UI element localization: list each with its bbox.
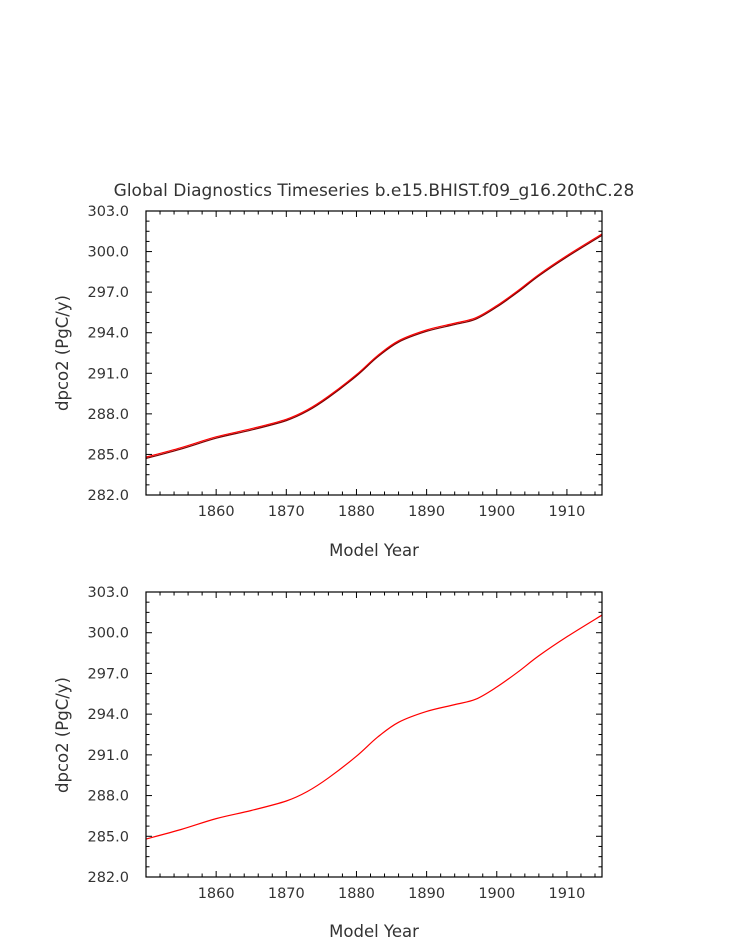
- y-tick-label: 285.0: [87, 447, 129, 463]
- tick-labels: 1860 1870 1880 1890 1900 1910 282.0 285.0 288.0 2…: [87, 204, 585, 520]
- y-tick-label: 297.0: [87, 285, 129, 301]
- x-tick-label: 1900: [478, 886, 515, 902]
- series-line: [145, 614, 603, 840]
- axis-ticks: [146, 211, 602, 495]
- x-tick-label: 1860: [198, 504, 235, 520]
- x-tick-label: 1910: [548, 504, 585, 520]
- series-line: [145, 234, 603, 460]
- axis-ticks: [146, 592, 602, 877]
- chart-title: Global Diagnostics Timeseries b.e15.BHIS…: [114, 181, 635, 201]
- y-tick-label: 291.0: [87, 748, 129, 764]
- x-tick-label: 1860: [198, 886, 235, 902]
- bottom-panel: 1860 1870 1880 1890 1900 1910 282.0 285.0 288.0 2…: [53, 585, 603, 941]
- y-tick-label: 300.0: [87, 245, 129, 261]
- x-tick-label: 1900: [478, 504, 515, 520]
- y-tick-label: 291.0: [87, 366, 129, 382]
- y-tick-label: 288.0: [87, 789, 129, 805]
- x-tick-label: 1910: [548, 886, 585, 902]
- x-tick-label: 1890: [408, 886, 445, 902]
- y-tick-label: 300.0: [87, 626, 129, 642]
- y-tick-label: 288.0: [87, 407, 129, 423]
- y-tick-label: 285.0: [87, 829, 129, 845]
- series-line: [145, 233, 603, 458]
- y-tick-label: 303.0: [87, 585, 129, 601]
- y-axis-label: dpco2 (PgC/y): [53, 295, 72, 411]
- y-axis-label: dpco2 (PgC/y): [53, 677, 72, 793]
- x-tick-label: 1880: [338, 504, 375, 520]
- x-axis-label: Model Year: [329, 922, 419, 941]
- series-lines: [145, 233, 603, 460]
- top-panel: Global Diagnostics Timeseries b.e15.BHIS…: [53, 181, 634, 560]
- x-axis-label: Model Year: [329, 541, 419, 560]
- y-tick-label: 282.0: [87, 488, 129, 504]
- y-tick-label: 303.0: [87, 204, 129, 220]
- x-tick-label: 1880: [338, 886, 375, 902]
- x-tick-label: 1870: [268, 504, 305, 520]
- y-tick-label: 297.0: [87, 666, 129, 682]
- y-tick-label: 294.0: [87, 707, 129, 723]
- x-tick-label: 1890: [408, 504, 445, 520]
- series-lines: [145, 614, 603, 840]
- y-tick-label: 282.0: [87, 870, 129, 886]
- tick-labels: 1860 1870 1880 1890 1900 1910 282.0 285.0 288.0 2…: [87, 585, 585, 902]
- plot-frame: [145, 210, 603, 496]
- plot-frame: [145, 591, 603, 878]
- x-tick-label: 1870: [268, 886, 305, 902]
- y-tick-label: 294.0: [87, 326, 129, 342]
